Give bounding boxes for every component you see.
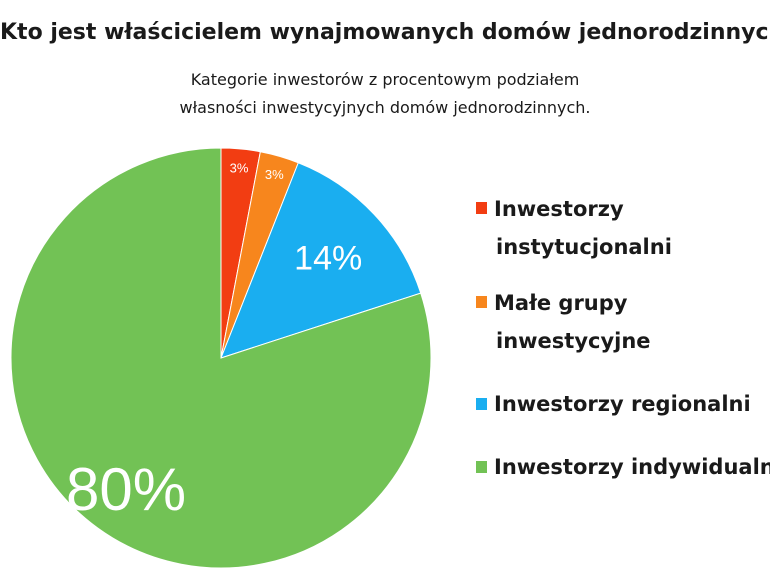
legend-swatch-blue: [476, 398, 487, 410]
legend-label-line: Inwestorzy regionalni: [494, 392, 751, 416]
pie-data-label: 3%: [265, 167, 284, 182]
subtitle-line-1: Kategorie inwestorów z procentowym podzi…: [190, 70, 580, 89]
legend-item-inwestorzy-regionalni: Inwestorzy regionalni: [476, 385, 751, 423]
legend-swatch-red: [476, 202, 487, 214]
legend-label-line: inwestycyjne: [496, 329, 651, 353]
legend-item-male-grupy-inwestycyjne: Małe grupy inwestycyjne: [476, 284, 651, 360]
pie-slice-inwestorzy-indywidualni: [10, 147, 432, 569]
legend-label-line: Inwestorzy indywidualni: [494, 455, 770, 479]
legend-label-line: instytucjonalni: [496, 235, 672, 259]
subtitle-line-2: własności inwestycyjnych domów jednorodz…: [179, 98, 591, 117]
chart-subtitle: Kategorie inwestorów z procentowym podzi…: [0, 66, 770, 122]
legend-label-line: Małe grupy: [494, 291, 628, 315]
legend-item-inwestorzy-instytucjonalni: Inwestorzy instytucjonalni: [476, 190, 672, 266]
legend-item-inwestorzy-indywidualni: Inwestorzy indywidualni: [476, 448, 770, 486]
pie-data-label: 3%: [230, 160, 249, 175]
pie-data-label: 80%: [66, 456, 186, 523]
legend-swatch-orange: [476, 296, 487, 308]
pie-data-label: 14%: [294, 239, 362, 277]
legend-swatch-green: [476, 461, 487, 473]
legend-label-line: Inwestorzy: [494, 197, 624, 221]
chart-title: Kto jest właścicielem wynajmowanych domó…: [0, 20, 770, 45]
